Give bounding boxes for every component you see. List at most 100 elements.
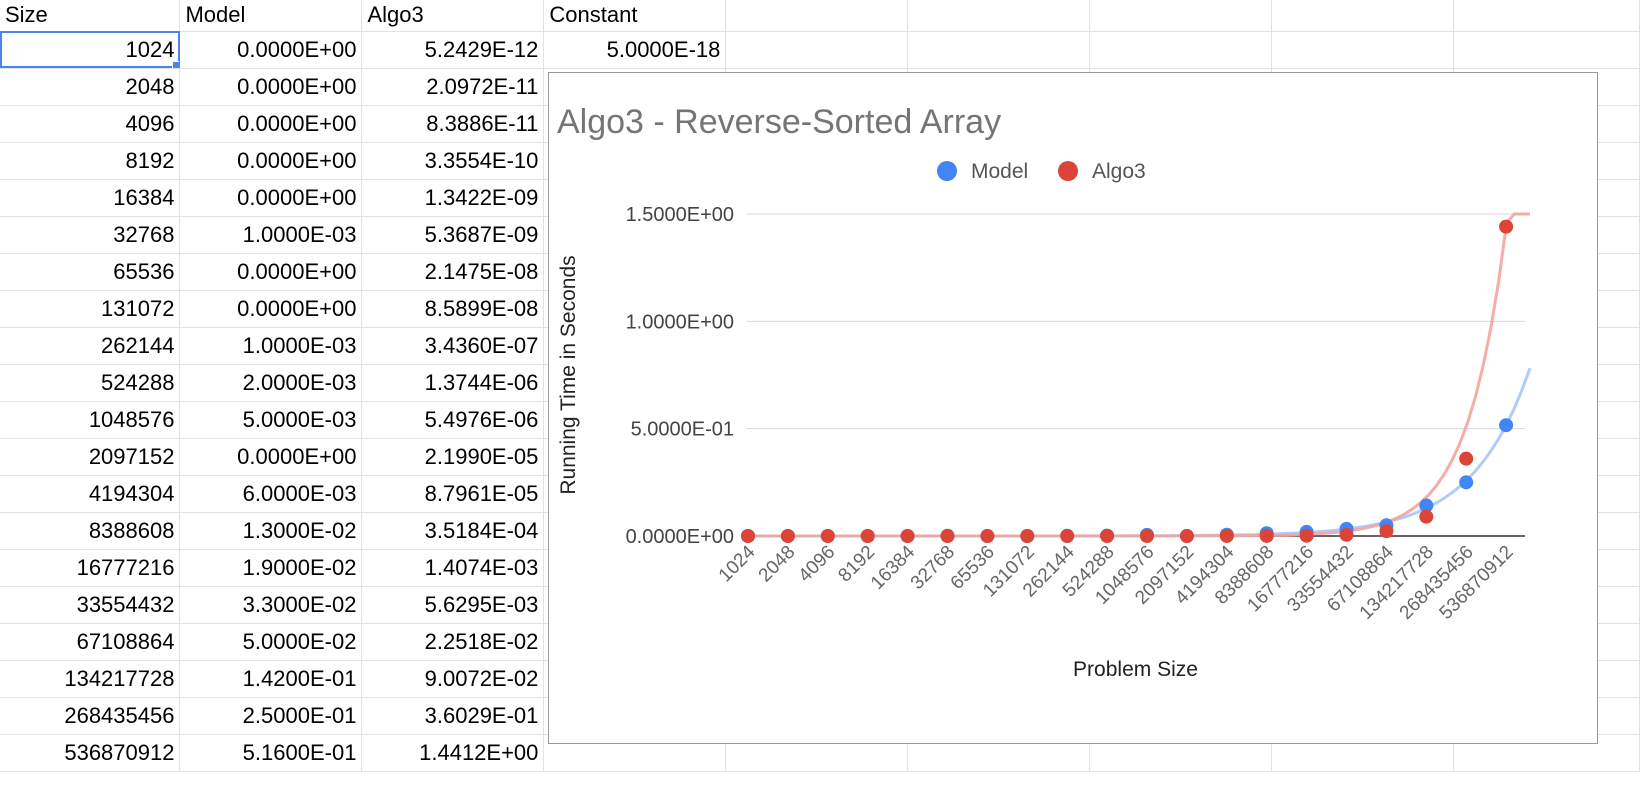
empty-cell[interactable]: [1453, 31, 1640, 69]
size-cell[interactable]: 131072: [0, 290, 181, 328]
algo3-cell[interactable]: 9.0072E-02: [361, 660, 545, 698]
algo3-cell[interactable]: 3.6029E-01: [361, 697, 545, 735]
empty-cell[interactable]: [907, 31, 1091, 69]
algo3-cell[interactable]: 1.4412E+00: [361, 734, 545, 772]
model-cell[interactable]: 2.5000E-01: [179, 697, 363, 735]
size-cell[interactable]: 16777216: [0, 549, 181, 587]
y-tick-label: 1.0000E+00: [626, 311, 734, 333]
size-cell[interactable]: 524288: [0, 364, 181, 402]
algo3-cell[interactable]: 1.4074E-03: [361, 549, 545, 587]
algo3-cell[interactable]: 2.2518E-02: [361, 623, 545, 661]
model-cell[interactable]: 0.0000E+00: [179, 68, 363, 106]
model-cell[interactable]: 3.3000E-02: [179, 586, 363, 624]
size-cell[interactable]: 268435456: [0, 697, 181, 735]
size-cell[interactable]: 33554432: [0, 586, 181, 624]
empty-cell[interactable]: [1271, 0, 1454, 32]
model-cell[interactable]: 0.0000E+00: [179, 438, 363, 476]
empty-cell[interactable]: [725, 31, 909, 69]
data-point-algo3: [1419, 509, 1434, 524]
model-cell[interactable]: 6.0000E-03: [179, 475, 363, 513]
data-point-algo3: [1259, 528, 1274, 543]
size-cell[interactable]: 8388608: [0, 512, 181, 550]
x-tick-label: 1024: [715, 541, 760, 586]
algo3-cell[interactable]: 2.1990E-05: [361, 438, 545, 476]
algo3-cell[interactable]: 2.1475E-08: [361, 253, 545, 291]
model-cell[interactable]: 5.0000E-03: [179, 401, 363, 439]
column-header-cell[interactable]: Constant: [543, 0, 727, 32]
fill-handle[interactable]: [172, 60, 179, 67]
data-point-algo3: [1459, 451, 1474, 466]
table-row: 1024 0.0000E+00 5.2429E-12 5.0000E-18: [0, 31, 1640, 69]
algo3-cell[interactable]: 1.3422E-09: [361, 179, 545, 217]
algo3-cell[interactable]: 3.3554E-10: [361, 142, 545, 180]
header-row: Size Model Algo3 Constant: [0, 0, 1640, 32]
size-cell[interactable]: 134217728: [0, 660, 181, 698]
model-cell[interactable]: 1.3000E-02: [179, 512, 363, 550]
data-point-algo3: [940, 529, 955, 543]
empty-cell[interactable]: [1089, 31, 1273, 69]
size-cell[interactable]: 2048: [0, 68, 181, 106]
model-cell[interactable]: 2.0000E-03: [179, 364, 363, 402]
algo3-cell[interactable]: 2.0972E-11: [361, 68, 545, 106]
constant-cell[interactable]: 5.0000E-18: [543, 31, 727, 69]
empty-cell[interactable]: [1453, 0, 1640, 32]
algo3-cell[interactable]: 1.3744E-06: [361, 364, 545, 402]
model-cell[interactable]: 1.9000E-02: [179, 549, 363, 587]
model-cell[interactable]: 1.0000E-03: [179, 216, 363, 254]
model-cell[interactable]: 1.4200E-01: [179, 660, 363, 698]
data-point-model: [1499, 418, 1514, 433]
algo3-cell[interactable]: 8.5899E-08: [361, 290, 545, 328]
chart[interactable]: Algo3 - Reverse-Sorted Array Model Algo3 0.…: [548, 72, 1598, 744]
size-cell[interactable]: 16384: [0, 179, 181, 217]
empty-cell[interactable]: [907, 0, 1091, 32]
size-cell[interactable]: 32768: [0, 216, 181, 254]
algo3-cell[interactable]: 5.2429E-12: [361, 31, 545, 69]
column-header-cell[interactable]: Model: [179, 0, 363, 32]
data-point-algo3: [1020, 529, 1035, 543]
data-point-algo3: [1499, 219, 1514, 234]
size-cell[interactable]: 536870912: [0, 734, 181, 772]
data-point-model: [1459, 475, 1474, 490]
model-cell[interactable]: 0.0000E+00: [179, 179, 363, 217]
algo3-cell[interactable]: 5.3687E-09: [361, 216, 545, 254]
data-point-algo3: [1339, 527, 1354, 542]
model-cell[interactable]: 0.0000E+00: [179, 31, 363, 69]
algo3-cell[interactable]: 3.5184E-04: [361, 512, 545, 550]
column-header-cell[interactable]: Algo3: [361, 0, 545, 32]
algo3-cell[interactable]: 8.7961E-05: [361, 475, 545, 513]
size-cell[interactable]: 65536: [0, 253, 181, 291]
model-cell[interactable]: 0.0000E+00: [179, 253, 363, 291]
size-cell[interactable]: 8192: [0, 142, 181, 180]
model-cell[interactable]: 0.0000E+00: [179, 290, 363, 328]
legend-marker-model: [937, 161, 957, 181]
trendline-algo3: [748, 212, 1530, 538]
model-cell[interactable]: 5.1600E-01: [179, 734, 363, 772]
algo3-cell[interactable]: 8.3886E-11: [361, 105, 545, 143]
size-cell[interactable]: 4096: [0, 105, 181, 143]
model-cell[interactable]: 5.0000E-02: [179, 623, 363, 661]
algo3-cell[interactable]: 3.4360E-07: [361, 327, 545, 365]
chart-svg: Algo3 - Reverse-Sorted Array Model Algo3 0.…: [557, 103, 1532, 681]
data-point-algo3: [780, 529, 795, 543]
empty-cell[interactable]: [725, 0, 909, 32]
x-tick-label: 2048: [755, 542, 800, 587]
size-cell[interactable]: 262144: [0, 327, 181, 365]
size-cell[interactable]: 1024: [0, 31, 181, 69]
algo3-cell[interactable]: 5.6295E-03: [361, 586, 545, 624]
size-cell[interactable]: 67108864: [0, 623, 181, 661]
column-header-cell[interactable]: Size: [0, 0, 181, 32]
size-cell[interactable]: 2097152: [0, 438, 181, 476]
model-cell[interactable]: 0.0000E+00: [179, 105, 363, 143]
model-cell[interactable]: 0.0000E+00: [179, 142, 363, 180]
empty-cell[interactable]: [1089, 0, 1273, 32]
algo3-cell[interactable]: 5.4976E-06: [361, 401, 545, 439]
chart-title: Algo3 - Reverse-Sorted Array: [557, 103, 1001, 141]
size-cell[interactable]: 1048576: [0, 401, 181, 439]
data-point-algo3: [900, 529, 915, 543]
data-point-algo3: [1379, 524, 1394, 539]
model-cell[interactable]: 1.0000E-03: [179, 327, 363, 365]
empty-cell[interactable]: [1271, 31, 1454, 69]
x-axis-label: Problem Size: [1073, 658, 1198, 681]
size-cell[interactable]: 4194304: [0, 475, 181, 513]
data-point-algo3: [820, 529, 835, 543]
